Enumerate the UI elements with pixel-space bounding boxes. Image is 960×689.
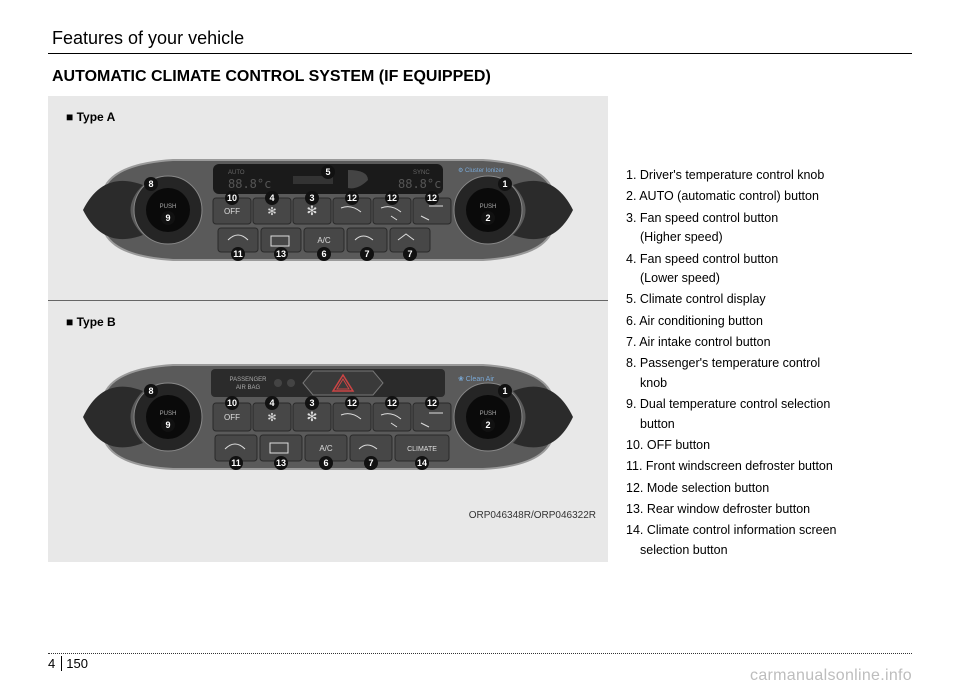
figure-code: ORP046348R/ORP046322R <box>60 510 596 521</box>
svg-text:12: 12 <box>347 193 357 203</box>
legend-item: 10. OFF button <box>626 436 912 455</box>
header-rule <box>48 53 912 54</box>
legend-item: 12. Mode selection button <box>626 479 912 498</box>
svg-text:✻: ✻ <box>307 203 318 218</box>
svg-text:12: 12 <box>347 398 357 408</box>
svg-text:14: 14 <box>417 458 427 468</box>
section-number: 4 <box>48 656 62 671</box>
svg-text:OFF: OFF <box>224 207 240 216</box>
svg-text:7: 7 <box>364 249 369 259</box>
legend-item: 4. Fan speed control button(Lower speed) <box>626 250 912 289</box>
svg-text:6: 6 <box>321 249 326 259</box>
legend-item: 5. Climate control display <box>626 290 912 309</box>
svg-text:AIR BAG: AIR BAG <box>236 385 261 391</box>
svg-text:12: 12 <box>387 398 397 408</box>
svg-text:CLIMATE: CLIMATE <box>407 446 437 453</box>
svg-text:8: 8 <box>148 386 153 396</box>
svg-text:6: 6 <box>323 458 328 468</box>
svg-text:2: 2 <box>485 213 490 223</box>
svg-text:A/C: A/C <box>317 236 331 245</box>
svg-text:AUTO: AUTO <box>228 170 245 176</box>
svg-text:PUSH: PUSH <box>160 411 177 417</box>
figure-divider <box>48 300 608 301</box>
legend-item: 3. Fan speed control button(Higher speed… <box>626 209 912 248</box>
svg-text:12: 12 <box>387 193 397 203</box>
svg-text:12: 12 <box>427 398 437 408</box>
svg-text:SYNC: SYNC <box>413 170 430 176</box>
legend-item: 8. Passenger's temperature controlknob <box>626 354 912 393</box>
svg-text:PUSH: PUSH <box>160 204 177 210</box>
svg-text:11: 11 <box>233 249 243 259</box>
svg-text:1: 1 <box>502 179 507 189</box>
type-b-label: ■ Type B <box>60 315 596 329</box>
svg-text:OFF: OFF <box>224 413 240 422</box>
watermark: carmanualsonline.info <box>750 667 912 685</box>
svg-text:3: 3 <box>309 398 314 408</box>
legend-item: 13. Rear window defroster button <box>626 500 912 519</box>
legend-item: 7. Air intake control button <box>626 333 912 352</box>
chapter-header: Features of your vehicle <box>48 28 912 49</box>
legend-subtext: knob <box>626 374 912 393</box>
svg-text:❀ Clean Air: ❀ Clean Air <box>458 376 495 383</box>
svg-text:13: 13 <box>276 249 286 259</box>
svg-text:4: 4 <box>269 398 274 408</box>
section-title: AUTOMATIC CLIMATE CONTROL SYSTEM (IF EQU… <box>48 68 912 86</box>
svg-text:✻: ✻ <box>267 206 276 218</box>
svg-text:11: 11 <box>231 458 241 468</box>
climate-panel-a: AUTO 88.8°c SYNC 88.8°c ⚙ Cluster Ionize… <box>63 130 593 290</box>
svg-text:PASSENGER: PASSENGER <box>230 377 268 383</box>
svg-text:✻: ✻ <box>267 412 276 424</box>
legend-item: 11. Front windscreen defroster button <box>626 457 912 476</box>
svg-text:A/C: A/C <box>319 444 333 453</box>
svg-text:PUSH: PUSH <box>480 204 497 210</box>
legend-item: 2. AUTO (automatic control) button <box>626 187 912 206</box>
svg-text:10: 10 <box>227 398 237 408</box>
legend: 1. Driver's temperature control knob 2. A… <box>626 96 912 562</box>
svg-text:12: 12 <box>427 193 437 203</box>
svg-text:7: 7 <box>368 458 373 468</box>
type-a-label: ■ Type A <box>60 110 596 124</box>
page-number: 150 <box>66 656 88 671</box>
svg-text:13: 13 <box>276 458 286 468</box>
legend-subtext: button <box>626 415 912 434</box>
svg-text:7: 7 <box>407 249 412 259</box>
footer-dots <box>48 653 912 654</box>
svg-text:PUSH: PUSH <box>480 411 497 417</box>
svg-text:10: 10 <box>227 193 237 203</box>
svg-text:88.8°c: 88.8°c <box>228 177 271 191</box>
figure-type-a: ■ Type A AUTO 88.8°c SYNC 88.8°c ⚙ Clust… <box>60 110 596 290</box>
svg-text:8: 8 <box>148 179 153 189</box>
svg-text:3: 3 <box>309 193 314 203</box>
svg-text:9: 9 <box>165 213 170 223</box>
legend-subtext: (Higher speed) <box>626 228 912 247</box>
legend-item: 6. Air conditioning button <box>626 312 912 331</box>
svg-text:5: 5 <box>325 167 330 177</box>
climate-panel-b: PASSENGER AIR BAG ❀ Clean Air PUSH PUSH <box>63 335 593 500</box>
svg-text:⚙ Cluster Ionizer: ⚙ Cluster Ionizer <box>458 167 504 174</box>
legend-item: 9. Dual temperature control selectionbut… <box>626 395 912 434</box>
legend-item: 1. Driver's temperature control knob <box>626 166 912 185</box>
legend-subtext: (Lower speed) <box>626 269 912 288</box>
figure-panel: ■ Type A AUTO 88.8°c SYNC 88.8°c ⚙ Clust… <box>48 96 608 562</box>
legend-item: 14. Climate control information screense… <box>626 521 912 560</box>
svg-text:2: 2 <box>485 420 490 430</box>
svg-text:✻: ✻ <box>307 409 318 424</box>
svg-text:4: 4 <box>269 193 274 203</box>
figure-type-b: ■ Type B PASSENGER AIR BAG ❀ Clean Air <box>60 315 596 500</box>
legend-subtext: selection button <box>626 541 912 560</box>
svg-text:9: 9 <box>165 420 170 430</box>
svg-text:1: 1 <box>502 386 507 396</box>
svg-text:88.8°c: 88.8°c <box>398 177 441 191</box>
